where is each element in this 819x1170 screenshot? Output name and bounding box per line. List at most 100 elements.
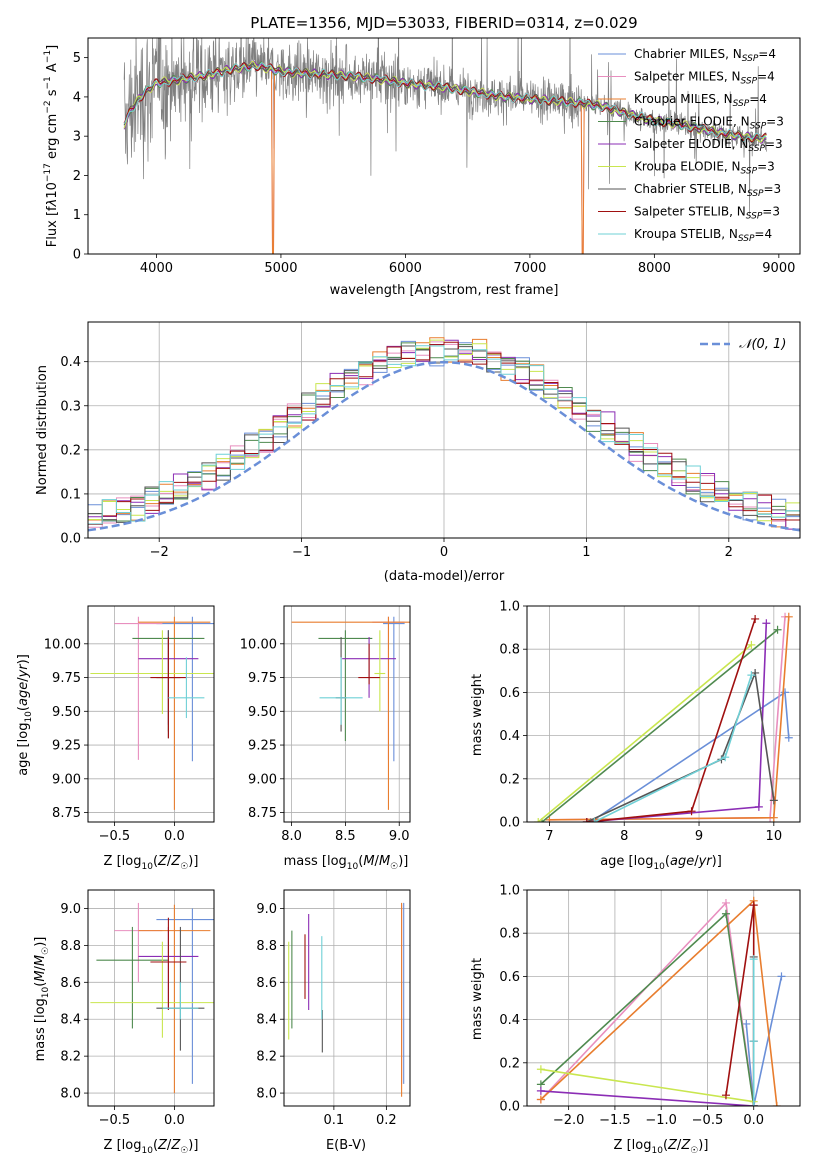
spectrum-ylabel: Flux [fλ10−17 erg cm−2 s−1 A−1] [43, 45, 60, 247]
data-layer [123, 38, 767, 254]
residuals-panel: −2 −1 0 1 2 0.0 0.1 0.2 0.3 0.4 𝒩(0, 1) (data-mode… [35, 321, 801, 584]
y-tick-label: 8.2 [60, 1050, 81, 1065]
x-tick-label: 0.2 [376, 1113, 397, 1128]
y-tick-label: 9.25 [52, 739, 81, 754]
spectrum-legend: Chabrier MILES, NSSP=4 Salpeter MILES, NS… [598, 47, 784, 244]
age-vs-Z-xlabel: Z [log10(Z/Z☉)] [104, 854, 199, 872]
y-tick-label: 0.8 [499, 643, 520, 658]
weight-point-marker [762, 619, 771, 628]
x-tick-label: 9 [695, 829, 703, 844]
weight-point-marker [749, 955, 758, 964]
weight-point-marker [749, 1102, 758, 1106]
mass-weight-vs-Z-xlabel: Z [log10(Z/Z☉)] [614, 1138, 709, 1156]
mass-vs-Z-ylabel: mass [log10(M/M☉)] [33, 937, 51, 1062]
histogram-kroupa-stelib [88, 345, 800, 525]
axes-frame [87, 37, 801, 255]
residuals-plot-area: −2 −1 0 1 2 0.0 0.1 0.2 0.3 0.4 𝒩(0, 1) [60, 321, 801, 560]
data-layer [284, 606, 410, 822]
data-layer [88, 890, 214, 1106]
errorbar-chabrier-miles [156, 908, 214, 1084]
errorbar-salpeter-stelib [150, 637, 187, 739]
x-tick-label: 10 [766, 829, 783, 844]
mass-vs-Z-xlabel: Z [log10(Z/Z☉)] [104, 1138, 199, 1156]
y-tick-label: 9.50 [52, 705, 81, 720]
legend-value: =4 [749, 92, 767, 106]
weight-line-kroupa-elodie [537, 644, 752, 822]
y-tick-label: 8.0 [256, 1087, 277, 1102]
legend-value: =4 [758, 47, 776, 61]
y-tick-label: 9.50 [248, 705, 277, 720]
age-vs-Z-ylabel: age [log10(age/yr)] [16, 654, 34, 776]
weight-point-marker [742, 1019, 751, 1028]
age-vs-Z-plot-area: −0.5 0.0 8.75 9.00 9.25 9.50 9.75 10.00 [44, 605, 215, 844]
axes-frame [283, 889, 411, 1107]
errorbar-salpeter-miles [114, 616, 163, 760]
weight-point-marker [777, 972, 786, 981]
legend-label: Salpeter MILES, NSSP=4 [634, 70, 775, 87]
weight-line-chabrier-elodie [541, 629, 779, 822]
y-tick-label: 0.8 [499, 927, 520, 942]
x-tick-label: 0.0 [164, 1113, 185, 1128]
y-tick-label: 0.0 [499, 1100, 520, 1115]
data-layer [88, 606, 214, 822]
y-tick-label: 2 [73, 169, 81, 184]
weight-point-marker [769, 796, 778, 805]
y-tick-label: 0.4 [499, 1013, 520, 1028]
data-layer [88, 322, 800, 538]
x-tick-label: 1 [582, 545, 590, 560]
legend-label: Salpeter STELIB, NSSP=3 [634, 205, 780, 222]
mass-vs-ebv-xlabel: E(B-V) [326, 1138, 366, 1153]
x-tick-label: 8.0 [281, 829, 302, 844]
y-tick-label: 0.6 [499, 686, 520, 701]
errorbar-kroupa-stelib [162, 982, 199, 1020]
weight-point-marker [721, 898, 730, 907]
y-tick-label: 0.3 [60, 399, 81, 414]
x-tick-label: 0.0 [164, 829, 185, 844]
x-tick-label: −0.5 [99, 1113, 131, 1128]
errorbar-kroupa-stelib [168, 657, 205, 719]
x-tick-label: −1 [292, 545, 311, 560]
y-tick-label: 0.4 [499, 729, 520, 744]
mass-weight-vs-Z-panel: −2.0 −1.5 −1.0 −0.5 0.0 0.0 0.2 0.4 0.6 0.8 1.0 Z … [470, 884, 801, 1156]
y-tick-label: 1 [73, 208, 81, 223]
legend-value: =3 [766, 115, 784, 129]
x-tick-label: 0.1 [324, 1113, 345, 1128]
legend-label: Kroupa MILES, NSSP=4 [634, 92, 767, 109]
legend-subscript: SSP [733, 99, 750, 109]
y-tick-label: 8.2 [256, 1050, 277, 1065]
legend-subscript: SSP [747, 189, 764, 199]
weight-point-marker [784, 733, 793, 742]
y-tick-label: 1.0 [499, 884, 520, 899]
errorbar-kroupa-miles [291, 616, 410, 810]
legend-subscript: SSP [746, 212, 763, 222]
axes-frame [87, 605, 215, 823]
mass-weight-vs-Z-ylabel: mass weight [470, 958, 485, 1040]
errorbar-salpeter-miles [114, 902, 163, 983]
weight-point-marker [721, 753, 730, 762]
age-vs-mass-panel: 8.0 8.5 9.0 8.75 9.00 9.25 9.50 9.75 10.00 mass … [240, 605, 411, 872]
spectrum-plot-area: 4000 5000 6000 7000 8000 9000 0 1 2 3 4 5 Chabrier M… [73, 37, 801, 276]
mass-weight-vs-age-plot-area: 7 8 9 10 0.0 0.2 0.4 0.6 0.8 1.0 [499, 600, 801, 844]
weight-point-marker [773, 625, 782, 634]
y-tick-label: 8.75 [52, 806, 81, 821]
weight-point-marker [536, 1095, 545, 1104]
y-tick-label: 0.0 [499, 816, 520, 831]
mass-weight-vs-age-panel: 7 8 9 10 0.0 0.2 0.4 0.6 0.8 1.0 age [log10(age/y… [470, 600, 801, 872]
legend-value: =4 [757, 70, 775, 84]
x-tick-label: −0.5 [692, 1113, 724, 1128]
residuals-ylabel: Normed distribution [35, 365, 50, 495]
x-tick-label: −1.5 [599, 1113, 631, 1128]
errorbar-salpeter-stelib [150, 917, 187, 1010]
y-tick-label: 0.2 [499, 1056, 520, 1071]
weight-point-marker [582, 818, 591, 822]
y-tick-label: 8.75 [248, 806, 277, 821]
data-layer [284, 890, 410, 1106]
axes-frame [87, 889, 215, 1107]
y-tick-label: 0.0 [60, 532, 81, 547]
x-tick-label: 7000 [513, 261, 546, 276]
y-tick-label: 0.2 [60, 443, 81, 458]
data-layer [527, 890, 800, 1106]
x-tick-label: 6000 [389, 261, 422, 276]
errorbar-chabrier-miles [156, 616, 214, 762]
x-tick-label: 9000 [762, 261, 795, 276]
